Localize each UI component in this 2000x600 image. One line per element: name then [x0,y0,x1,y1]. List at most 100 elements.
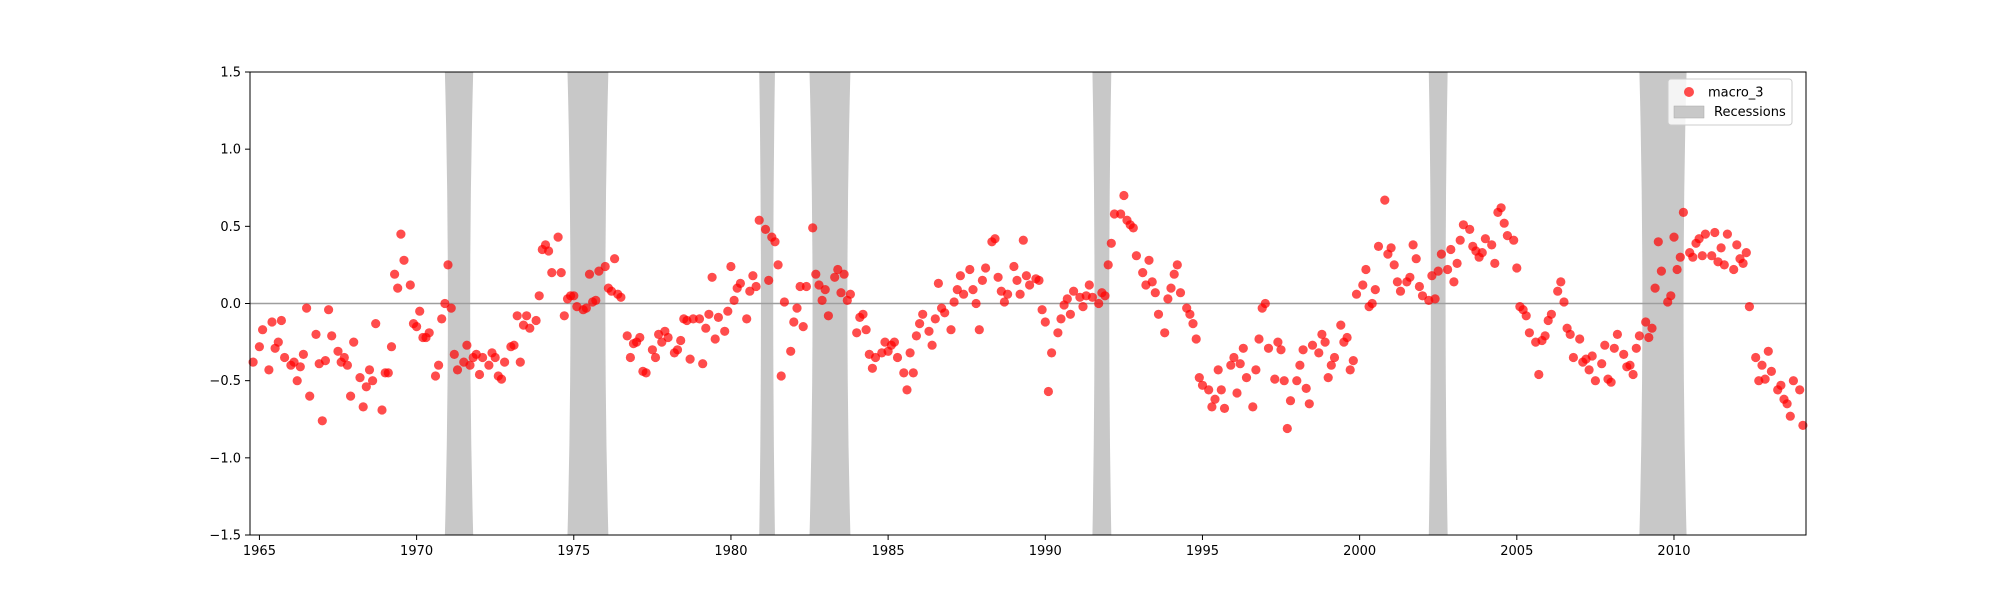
data-point [1172,260,1182,270]
data-point [1785,411,1795,421]
data-point [1065,309,1075,319]
data-point [742,314,752,324]
data-point [522,311,532,321]
data-point [1003,289,1013,299]
data-point [801,281,812,292]
y-axis: −1.5 −1.0 −0.5 0.0 0.5 1.0 1.5 [209,66,250,544]
plot-area [248,71,1808,536]
data-point [452,365,463,375]
data-point [474,369,485,380]
data-point [760,224,771,234]
data-point [1688,252,1698,262]
data-point [1417,291,1428,301]
x-tick-label: 1995 [1186,544,1219,559]
data-point [412,322,422,332]
data-point [1707,251,1717,261]
data-point [298,349,308,359]
data-point [368,376,378,386]
data-point [713,312,724,322]
data-point [1235,359,1245,369]
data-point [1342,332,1352,343]
data-point [1584,365,1594,375]
data-point [723,306,733,316]
data-point [908,368,918,378]
data-point [311,329,321,339]
data-point [1103,260,1113,270]
data-point [924,326,934,336]
data-point [1524,328,1534,338]
data-point [1191,334,1201,344]
data-point [1480,234,1490,244]
data-point [1251,365,1261,375]
data-point [1304,399,1314,409]
y-tick-label: 1.5 [220,66,241,81]
data-point [1084,280,1094,290]
data-point [1499,218,1509,228]
data-point [946,325,956,335]
data-point [1559,297,1569,307]
data-point [1336,320,1346,330]
data-point [1367,298,1377,309]
data-point [443,260,453,270]
data-point [484,360,494,370]
data-point [1795,385,1805,395]
data-point [1238,343,1248,353]
data-point [1163,294,1173,304]
data-point [430,371,441,381]
data-point [1282,423,1292,434]
data-point [1760,374,1770,384]
data-point [1392,277,1402,287]
data-point [1109,209,1119,219]
legend: macro_3 Recessions [1667,78,1793,126]
data-point [258,325,268,335]
data-point [1069,286,1079,296]
data-point [1719,260,1729,270]
data-point [1446,244,1456,255]
data-point [1568,352,1578,363]
data-point [1329,352,1340,363]
data-point [594,266,604,276]
data-point [918,309,928,319]
data-point [1628,369,1638,380]
y-tick-label: 0.5 [220,220,241,235]
data-point [836,288,846,298]
data-point [892,352,903,363]
data-point [1185,309,1195,319]
data-point [1776,380,1786,390]
data-point [795,281,805,292]
data-point [688,314,698,324]
data-point [1716,243,1726,253]
data-point [1226,360,1236,370]
data-point [1433,266,1443,276]
data-point [1314,348,1324,358]
data-point [1270,374,1280,384]
data-point [1700,229,1710,239]
data-point [534,291,544,301]
data-point [899,368,909,378]
data-point [1040,317,1050,327]
data-point [1496,203,1506,213]
data-point [685,354,695,364]
data-point [1053,328,1063,338]
data-point [1131,251,1141,261]
data-point [1380,195,1390,205]
data-point [1326,360,1336,370]
data-point [707,272,717,282]
data-point [1106,238,1116,248]
data-point [1600,340,1610,350]
data-point [1741,248,1751,258]
data-point [320,356,330,366]
data-point [952,285,962,295]
data-point [1587,351,1597,361]
legend-patch-recessions [1673,105,1705,119]
data-point [512,311,522,321]
data-point [273,337,283,347]
data-point [1732,240,1742,250]
data-point [1248,402,1258,412]
data-point [355,373,365,383]
data-point [1116,209,1126,219]
data-point [1455,235,1465,245]
x-tick-label: 2010 [1657,544,1690,559]
data-point [1301,383,1311,393]
